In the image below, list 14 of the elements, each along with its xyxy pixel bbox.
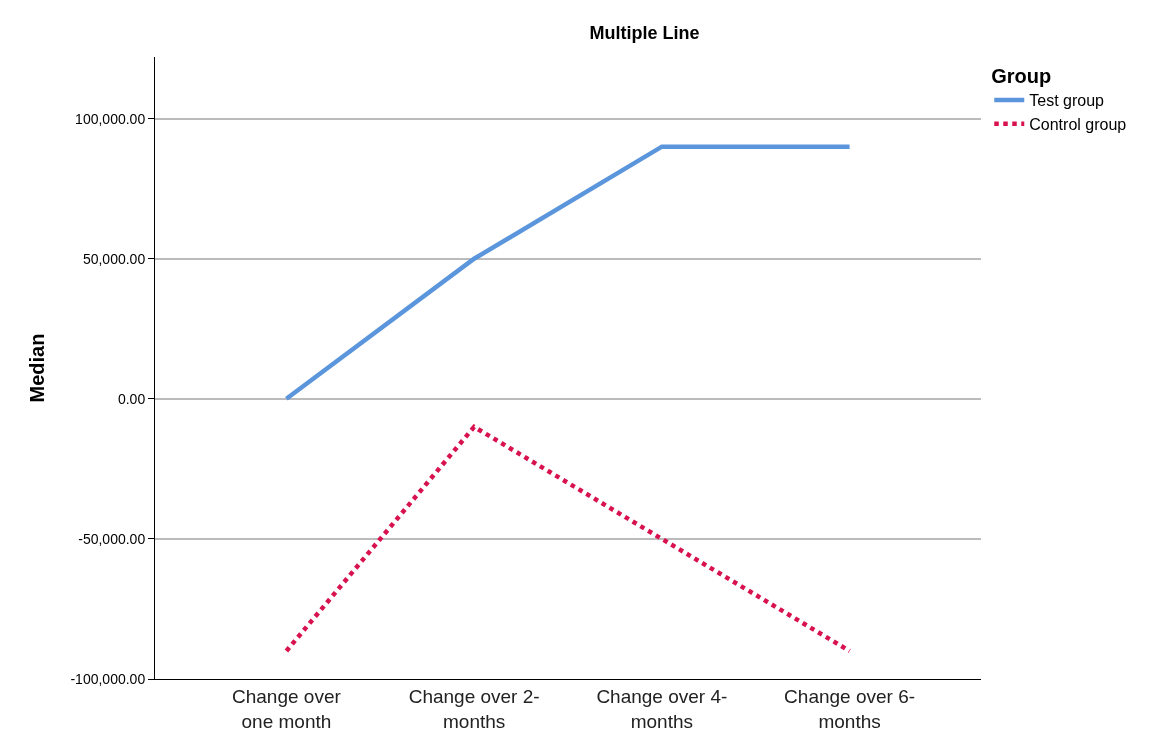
- legend-label: Test group: [1029, 92, 1105, 110]
- y-tick-label: 0.00: [117, 390, 146, 407]
- x-tick-label: Change over one month: [232, 685, 342, 732]
- chart-title: Multiple Line: [589, 22, 700, 43]
- legend-title: Group: [991, 65, 1052, 87]
- y-axis-title: Median: [25, 333, 48, 403]
- x-tick-label: Change over 2-months: [408, 685, 540, 732]
- legend-label: Control group: [1029, 115, 1127, 133]
- x-tick-label: Change over 6-months: [784, 685, 916, 732]
- x-tick-label: Change over 4-months: [596, 685, 728, 732]
- y-tick-label: 50,000.00: [82, 250, 146, 267]
- y-tick-label: 100,000.00: [75, 110, 146, 127]
- y-tick-label: -50,000.00: [78, 530, 146, 547]
- y-tick-label: -100,000.00: [70, 670, 146, 687]
